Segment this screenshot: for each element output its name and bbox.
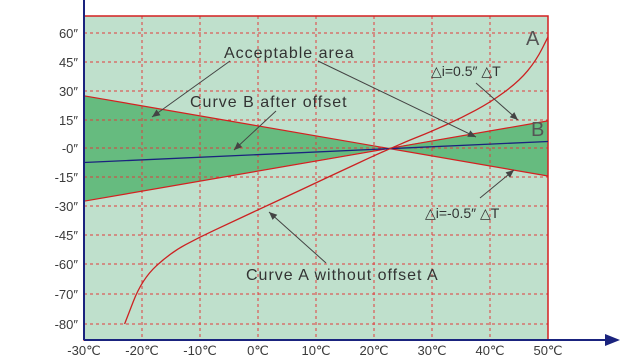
x-tick-label-4: 10℃ bbox=[301, 343, 330, 358]
arrow-delta-negative-head bbox=[505, 170, 514, 178]
y-tick-label-3: 15″ bbox=[59, 113, 78, 128]
y-tick-label-7: -45″ bbox=[55, 228, 79, 243]
x-tick-label-0: -30℃ bbox=[67, 343, 100, 358]
x-tick-label-6: 30℃ bbox=[417, 343, 446, 358]
y-tick-label-6: -30″ bbox=[55, 199, 79, 214]
arrow-acceptable-area-right-shaft bbox=[317, 60, 477, 138]
annotation-acceptable-area: Acceptable area bbox=[224, 45, 355, 62]
y-tick-label-0: 60″ bbox=[59, 26, 78, 41]
arrow-acceptable-area-left-shaft bbox=[151, 60, 231, 118]
x-tick-label-8: 50℃ bbox=[533, 343, 562, 358]
y-tick-label-9: -70″ bbox=[55, 287, 79, 302]
y-tick-label-10: -80″ bbox=[55, 317, 79, 332]
y-tick-label-2: 30″ bbox=[59, 84, 78, 99]
y-tick-label-5: -15″ bbox=[55, 170, 79, 185]
arrow-acceptable-area-left-head bbox=[152, 109, 161, 117]
curve-a-tag: A bbox=[526, 28, 540, 50]
annotation-curve-a-no-offset: Curve A without offset A bbox=[246, 267, 439, 284]
tick-labels: 60″ 45″ 30″ 15″ -0″ -15″ -30″ -45″ -60″ -70″ -80″ -… bbox=[55, 26, 563, 358]
y-tick-label-1: 45″ bbox=[59, 55, 78, 70]
curve-b-tag: B bbox=[531, 119, 544, 141]
acceptable-area-right bbox=[387, 120, 548, 177]
arrow-delta-positive-head bbox=[509, 112, 518, 120]
y-tick-label-4: -0″ bbox=[62, 141, 79, 156]
arrow-curve-b-offset-head bbox=[234, 142, 243, 150]
series-line-delta-negative bbox=[83, 95, 549, 177]
arrow-curve-a-no-offset-head bbox=[269, 212, 278, 220]
arrow-curve-a-no-offset-shaft bbox=[268, 211, 327, 264]
x-axis-arrowhead bbox=[605, 334, 620, 346]
annotation-arrows bbox=[151, 60, 519, 264]
arrow-acceptable-area-right-head bbox=[467, 130, 476, 137]
axes bbox=[83, 0, 620, 346]
y-tick-label-8: -60″ bbox=[55, 257, 79, 272]
x-tick-label-2: -10℃ bbox=[183, 343, 216, 358]
series-line-curve-b bbox=[83, 140, 549, 164]
arrow-delta-positive-shaft bbox=[475, 82, 519, 121]
x-tick-label-1: -20℃ bbox=[125, 343, 158, 358]
annotation-delta-negative: △i=-0.5″ △T bbox=[425, 205, 500, 221]
annotation-curve-b-offset: Curve B after offset bbox=[190, 94, 348, 111]
series-line-curve-a bbox=[123, 36, 549, 325]
arrow-curve-b-offset-shaft bbox=[233, 110, 277, 151]
x-tick-label-3: 0℃ bbox=[247, 343, 269, 358]
annotation-delta-positive: △i=0.5″ △T bbox=[431, 63, 501, 79]
x-tick-label-7: 40℃ bbox=[475, 343, 504, 358]
x-tick-label-5: 20℃ bbox=[359, 343, 388, 358]
